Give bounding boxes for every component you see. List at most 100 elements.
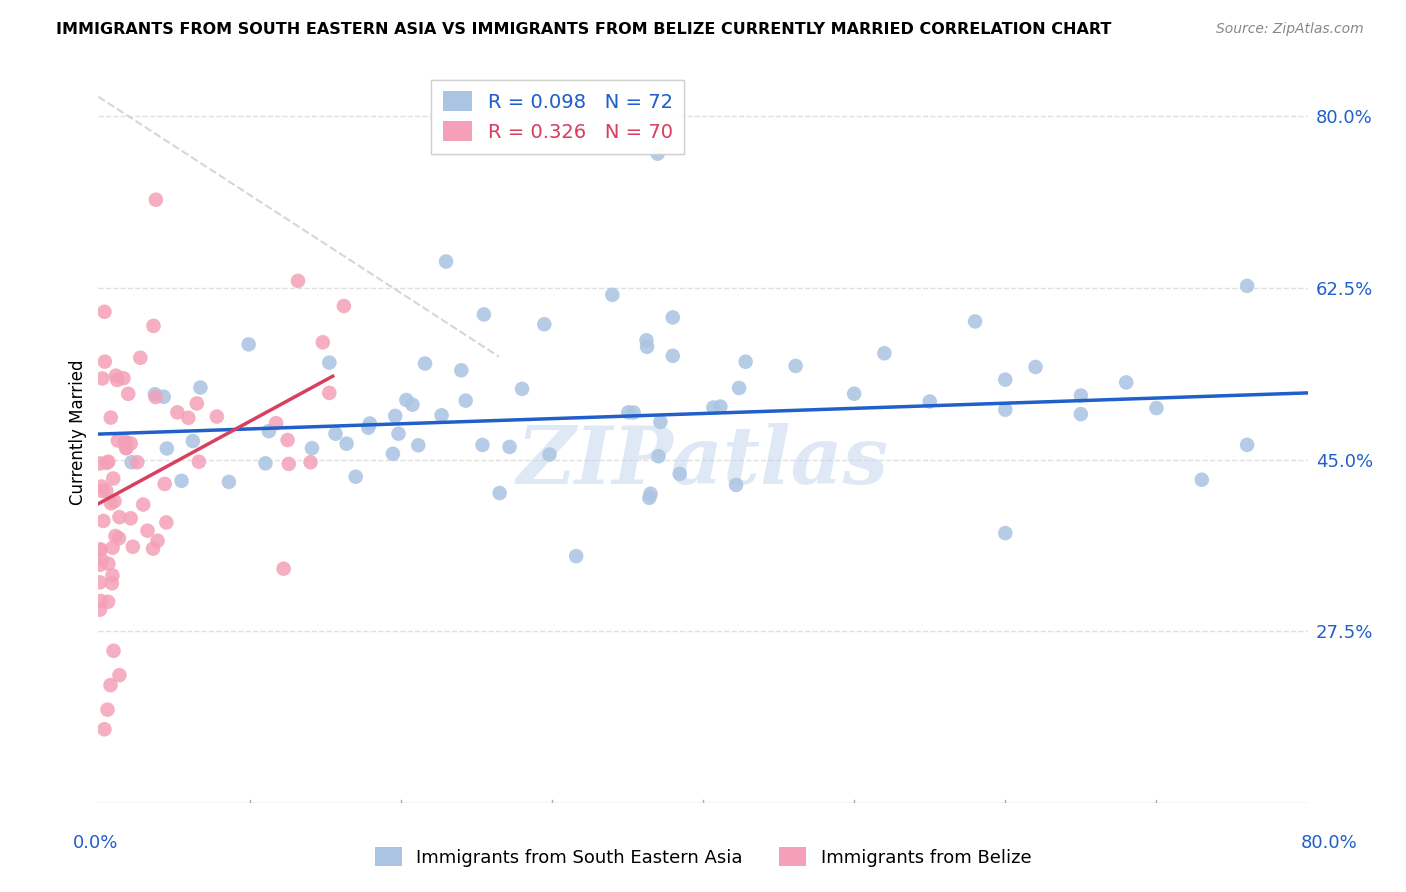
Point (89, 602, 111, 616)
Point (325, 426, 347, 441)
Point (90, 542, 112, 557)
Point (602, 288, 624, 302)
Point (844, 386, 866, 401)
Point (434, 254, 457, 268)
Point (96, 456, 118, 470)
Point (100, 496, 122, 510)
Point (333, 299, 356, 313)
Point (1236, 278, 1258, 293)
Point (181, 434, 204, 448)
Point (91, 371, 114, 385)
Point (994, 402, 1017, 417)
Point (454, 393, 477, 408)
Point (93, 514, 115, 528)
Point (142, 318, 165, 333)
Point (533, 318, 555, 332)
Point (301, 441, 323, 455)
Point (668, 467, 690, 481)
Point (357, 420, 380, 434)
Point (636, 334, 658, 348)
Point (93, 723, 115, 737)
Point (238, 337, 260, 351)
Point (387, 426, 409, 441)
Point (218, 475, 240, 489)
Point (488, 486, 510, 500)
Point (170, 474, 193, 488)
Point (994, 373, 1017, 387)
Point (472, 308, 495, 322)
Point (120, 436, 142, 450)
Point (395, 392, 418, 407)
Point (89, 558, 111, 572)
Point (129, 351, 152, 365)
Point (142, 541, 165, 556)
Point (100, 678, 122, 692)
Point (647, 449, 669, 463)
Point (103, 644, 125, 658)
Text: ZIPatlas: ZIPatlas (517, 424, 889, 501)
Point (647, 146, 669, 161)
Point (89, 542, 111, 557)
Point (318, 385, 340, 400)
Point (636, 340, 658, 354)
Point (702, 401, 724, 415)
Point (287, 274, 309, 288)
Point (94, 354, 117, 368)
Point (121, 540, 143, 554)
Point (153, 476, 176, 491)
Point (1070, 388, 1092, 402)
Point (155, 516, 177, 530)
Point (136, 524, 159, 538)
Point (96, 703, 118, 717)
Point (1024, 359, 1046, 374)
Point (1236, 438, 1258, 452)
Point (994, 526, 1017, 541)
Point (89, 457, 111, 471)
Point (638, 491, 661, 505)
Point (143, 387, 166, 401)
Point (186, 396, 208, 410)
Point (873, 346, 896, 360)
Point (381, 447, 404, 461)
Point (90, 594, 112, 608)
Point (335, 436, 357, 450)
Text: 0.0%: 0.0% (73, 834, 118, 852)
Point (277, 457, 299, 471)
Point (312, 335, 335, 350)
Point (114, 434, 136, 449)
Legend: Immigrants from South Eastern Asia, Immigrants from Belize: Immigrants from South Eastern Asia, Immi… (367, 840, 1039, 874)
Point (617, 405, 640, 419)
Point (104, 529, 127, 543)
Point (97, 595, 120, 609)
Point (97, 455, 120, 469)
Point (108, 531, 131, 545)
Point (93, 305, 115, 319)
Point (254, 456, 277, 470)
Point (177, 410, 200, 425)
Point (384, 409, 406, 423)
Point (90, 553, 112, 567)
Text: 80.0%: 80.0% (1301, 834, 1357, 852)
Point (725, 478, 748, 492)
Point (105, 373, 128, 387)
Point (120, 511, 142, 525)
Point (89, 575, 111, 590)
Point (257, 424, 280, 438)
Point (1115, 376, 1137, 390)
Point (103, 494, 125, 508)
Point (450, 363, 472, 377)
Y-axis label: Currently Married: Currently Married (69, 359, 87, 506)
Point (640, 487, 662, 501)
Point (401, 398, 423, 412)
Point (100, 410, 122, 425)
Point (114, 435, 136, 450)
Point (190, 380, 212, 394)
Text: Source: ZipAtlas.com: Source: ZipAtlas.com (1216, 22, 1364, 37)
Point (107, 434, 129, 448)
Point (430, 409, 453, 423)
Point (273, 562, 295, 576)
Point (471, 438, 494, 452)
Point (299, 455, 322, 469)
Point (1070, 407, 1092, 421)
Point (709, 400, 731, 414)
